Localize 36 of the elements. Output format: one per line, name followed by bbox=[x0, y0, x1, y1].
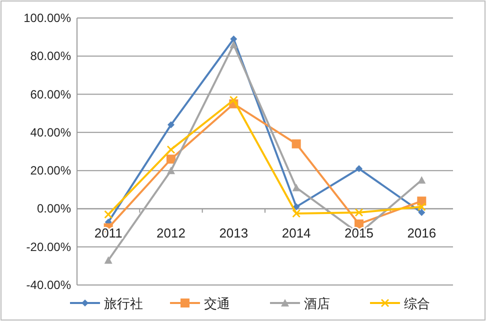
point bbox=[292, 139, 301, 148]
point bbox=[292, 209, 301, 218]
y-tick-label: 100.00% bbox=[24, 11, 72, 25]
point bbox=[166, 154, 176, 164]
legend-label: 交通 bbox=[204, 296, 230, 311]
y-tick-label: 60.00% bbox=[30, 87, 72, 102]
point bbox=[354, 208, 364, 217]
x-tick-label: 2016 bbox=[407, 226, 436, 241]
y-tick-label: 80.00% bbox=[30, 49, 72, 64]
point bbox=[230, 40, 238, 48]
point bbox=[292, 203, 300, 210]
x-tick-label: 2015 bbox=[344, 226, 374, 241]
point bbox=[104, 210, 113, 219]
x-tick-label: 2014 bbox=[282, 226, 311, 241]
point bbox=[167, 166, 175, 174]
x-tick-label: 2011 bbox=[94, 226, 122, 241]
point bbox=[417, 202, 426, 212]
point bbox=[229, 96, 238, 104]
point bbox=[168, 121, 174, 128]
y-tick-label: -20.00% bbox=[26, 240, 72, 254]
legend-label: 综合 bbox=[404, 296, 430, 311]
point bbox=[418, 209, 426, 216]
point bbox=[292, 184, 300, 192]
point bbox=[418, 176, 426, 184]
point bbox=[166, 145, 176, 154]
legend-label: 旅行社 bbox=[104, 296, 143, 311]
point bbox=[230, 35, 238, 42]
y-tick-label: -40.00% bbox=[26, 278, 72, 292]
point bbox=[104, 256, 112, 264]
y-tick-label: 0.00% bbox=[36, 202, 72, 216]
x-tick-label: 2012 bbox=[156, 226, 186, 241]
y-tick-label: 20.00% bbox=[30, 164, 72, 178]
legend-label: 酒店 bbox=[304, 296, 330, 311]
x-tick-label: 2013 bbox=[219, 226, 248, 241]
y-tick-label: 40.00% bbox=[30, 125, 72, 140]
point bbox=[356, 165, 362, 172]
